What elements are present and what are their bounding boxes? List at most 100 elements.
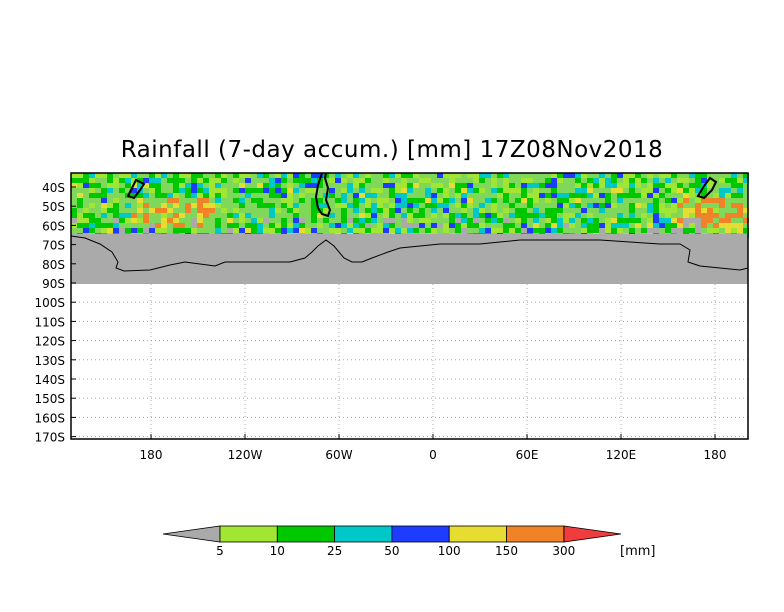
rain-cell bbox=[77, 198, 83, 203]
rain-cell bbox=[275, 183, 281, 188]
rain-cell bbox=[383, 213, 389, 218]
rain-cell bbox=[197, 218, 203, 223]
rain-cell bbox=[401, 213, 407, 218]
rain-cell bbox=[545, 178, 551, 183]
latitude-label: 110S bbox=[34, 315, 65, 329]
rain-cell bbox=[701, 173, 707, 178]
rain-cell bbox=[449, 223, 455, 228]
latitude-label: 150S bbox=[34, 392, 65, 406]
rain-cell bbox=[353, 228, 359, 233]
rain-cell bbox=[455, 228, 461, 233]
rain-cell bbox=[161, 193, 167, 198]
rain-cell bbox=[239, 173, 245, 178]
rain-cell bbox=[611, 183, 617, 188]
rain-cell bbox=[371, 213, 377, 218]
rain-cell bbox=[221, 173, 227, 178]
rain-cell bbox=[317, 223, 323, 228]
rain-cell bbox=[347, 173, 353, 178]
rain-cell bbox=[551, 223, 557, 228]
rain-cell bbox=[497, 213, 503, 218]
rain-cell bbox=[701, 193, 707, 198]
rain-cell bbox=[209, 188, 215, 193]
rain-cell bbox=[599, 228, 605, 233]
rain-cell bbox=[413, 228, 419, 233]
rain-cell bbox=[503, 198, 509, 203]
rain-cell bbox=[161, 203, 167, 208]
rain-cell bbox=[443, 198, 449, 203]
rain-cell bbox=[407, 173, 413, 178]
rain-cell bbox=[239, 198, 245, 203]
rain-cell bbox=[731, 228, 737, 233]
rain-cell bbox=[155, 178, 161, 183]
rain-cell bbox=[371, 203, 377, 208]
rain-cell bbox=[533, 183, 539, 188]
rain-cell bbox=[335, 178, 341, 183]
rain-cell bbox=[287, 223, 293, 228]
rain-cell bbox=[107, 173, 113, 178]
rain-cell bbox=[551, 178, 557, 183]
rain-cell bbox=[473, 173, 479, 178]
rain-cell bbox=[377, 223, 383, 228]
rain-cell bbox=[737, 178, 743, 183]
rain-cell bbox=[167, 208, 173, 213]
rain-cell bbox=[443, 208, 449, 213]
rain-cell bbox=[455, 223, 461, 228]
rain-cell bbox=[167, 178, 173, 183]
rain-cell bbox=[161, 213, 167, 218]
rain-cell bbox=[215, 193, 221, 198]
rain-cell bbox=[569, 213, 575, 218]
rain-cell bbox=[623, 183, 629, 188]
rain-cell bbox=[407, 183, 413, 188]
rain-cell bbox=[83, 183, 89, 188]
rain-cell bbox=[605, 183, 611, 188]
rain-cell bbox=[599, 193, 605, 198]
rain-cell bbox=[533, 213, 539, 218]
rain-cell bbox=[329, 223, 335, 228]
rain-cell bbox=[227, 213, 233, 218]
rain-cell bbox=[485, 213, 491, 218]
rain-cell bbox=[395, 228, 401, 233]
rain-cell bbox=[503, 193, 509, 198]
rain-cell bbox=[683, 213, 689, 218]
rain-cell bbox=[713, 228, 719, 233]
rain-cell bbox=[155, 193, 161, 198]
rain-cell bbox=[443, 193, 449, 198]
rain-cell bbox=[725, 228, 731, 233]
rain-cell bbox=[473, 208, 479, 213]
rain-cell bbox=[593, 193, 599, 198]
rain-cell bbox=[407, 218, 413, 223]
rain-cell bbox=[743, 173, 749, 178]
rain-cell bbox=[257, 203, 263, 208]
rain-cell bbox=[383, 208, 389, 213]
rain-cell bbox=[353, 208, 359, 213]
rain-cell bbox=[683, 193, 689, 198]
rain-cell bbox=[251, 198, 257, 203]
rain-cell bbox=[119, 188, 125, 193]
rain-cell bbox=[311, 183, 317, 188]
new-zealand-landmass bbox=[126, 178, 146, 200]
legend-right-arrow bbox=[563, 525, 622, 543]
rain-cell bbox=[185, 183, 191, 188]
rain-cell bbox=[587, 178, 593, 183]
rain-cell bbox=[347, 203, 353, 208]
rain-cell bbox=[245, 173, 251, 178]
rain-cell bbox=[707, 228, 713, 233]
legend-bin bbox=[219, 525, 278, 543]
rain-cell bbox=[83, 173, 89, 178]
rain-cell bbox=[671, 208, 677, 213]
rain-cell bbox=[509, 223, 515, 228]
rain-cell bbox=[569, 223, 575, 228]
rain-cell bbox=[617, 223, 623, 228]
rain-cell bbox=[521, 218, 527, 223]
rain-cell bbox=[305, 228, 311, 233]
rain-cell bbox=[197, 183, 203, 188]
rain-cell bbox=[575, 183, 581, 188]
rain-cell bbox=[401, 198, 407, 203]
rain-cell bbox=[695, 198, 701, 203]
rain-cell bbox=[605, 203, 611, 208]
rain-cell bbox=[215, 183, 221, 188]
rain-cell bbox=[125, 183, 131, 188]
rain-cell bbox=[251, 218, 257, 223]
rain-cell bbox=[491, 183, 497, 188]
rainfall-legend: 5 10 25 50 100 150 300 [mm] bbox=[162, 525, 655, 559]
